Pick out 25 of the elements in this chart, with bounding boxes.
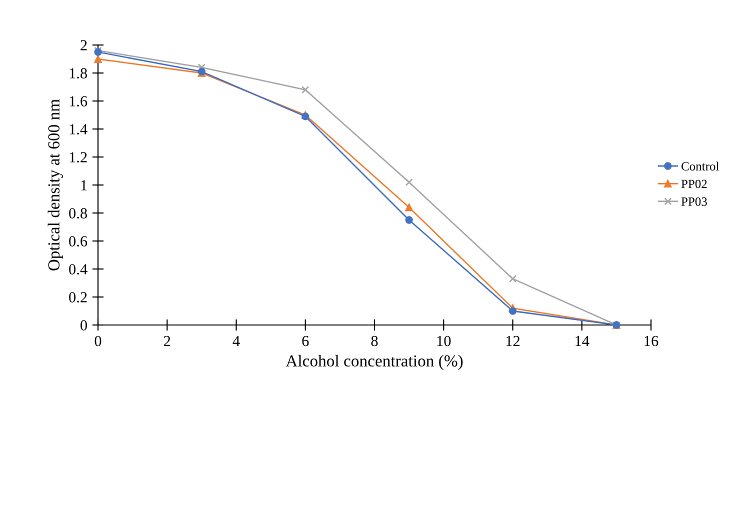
y-tick-label: 1.6 [70,96,88,107]
y-tick-label: 2 [80,40,87,50]
y-tick-label: 0 [80,320,87,330]
y-tick-label: 0.6 [69,236,88,247]
y-tick-label: 1.8 [70,68,87,79]
y-tick-label: 1.4 [70,124,88,135]
x-tick-label: 4 [232,336,240,346]
y-tick-label: 0.2 [69,292,87,303]
x-tick-label: 12 [506,336,520,346]
x-tick-label: 6 [302,336,309,346]
y-tick-label: 0.4 [69,264,88,275]
y-axis-title: Optical density at 600 nm [48,99,63,270]
legend-label: PP03 [681,197,707,206]
legend-label: Control [682,162,719,171]
legend-label: PP02 [681,180,707,188]
x-tick-label: 16 [644,336,658,346]
y-tick-label: 1.2 [70,152,87,163]
y-tick-label: 0.8 [69,208,87,219]
y-tick-label: 1 [81,180,87,190]
x-tick-label: 14 [576,336,590,346]
x-tick-label: 2 [164,336,170,346]
x-axis-title: Alcohol concentration (%) [286,354,463,370]
x-tick-label: 10 [437,336,451,346]
x-tick-label: 8 [371,336,378,346]
x-tick-label: 0 [94,336,102,346]
